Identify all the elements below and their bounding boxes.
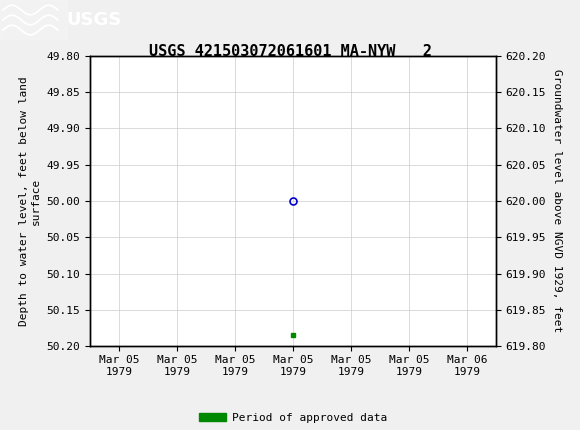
Text: USGS 421503072061601 MA-NYW   2: USGS 421503072061601 MA-NYW 2 — [148, 44, 432, 59]
Y-axis label: Groundwater level above NGVD 1929, feet: Groundwater level above NGVD 1929, feet — [552, 69, 561, 333]
Legend: Period of approved data: Period of approved data — [194, 409, 392, 428]
Bar — [0, 0, 67, 40]
Text: USGS: USGS — [67, 11, 122, 29]
Y-axis label: Depth to water level, feet below land
surface: Depth to water level, feet below land su… — [19, 76, 41, 326]
